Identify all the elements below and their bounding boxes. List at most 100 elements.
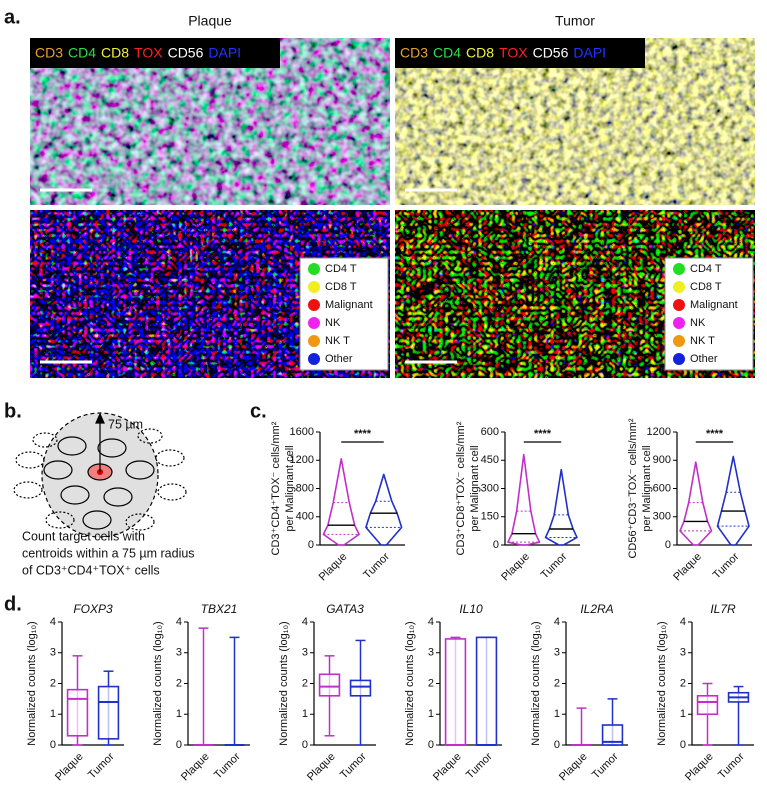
y-tick-label: 4: [302, 616, 308, 628]
legend-swatch: [308, 299, 320, 311]
legend-label: CD8 T: [325, 281, 357, 293]
axis: [691, 622, 754, 746]
y-axis-label: CD56⁺CD3⁻TOX⁻ cells/mm²: [627, 418, 639, 558]
y-tick-label: 1: [176, 708, 182, 720]
legend-swatch: [308, 353, 320, 365]
channel-label: CD3: [400, 45, 428, 61]
y-tick-label: 400: [296, 511, 314, 523]
caption-line: of CD3⁺CD4⁺TOX⁺ cells: [22, 563, 160, 577]
axis: [187, 622, 250, 746]
channel-label: CD4: [68, 45, 96, 61]
y-tick-label: 300: [481, 482, 499, 494]
legend-swatch: [308, 335, 320, 347]
channel-label: CD8: [466, 45, 494, 61]
y-axis-label: Normalized counts (log₁₀): [152, 621, 164, 745]
y-tick-label: 2: [680, 677, 686, 689]
legend-label: CD4 T: [690, 263, 722, 275]
legend-swatch: [673, 281, 685, 293]
axis: [676, 432, 752, 546]
x-tick-label: Plaque: [179, 751, 212, 784]
y-tick-label: 4: [50, 616, 56, 628]
y-tick-label: 2: [554, 677, 560, 689]
y-tick-label: 4: [176, 616, 182, 628]
legend-swatch: [308, 263, 320, 275]
channel-label: CD8: [101, 45, 129, 61]
scale-bars: [40, 188, 457, 364]
column-title: Plaque: [188, 13, 232, 29]
y-tick-label: 1: [554, 708, 560, 720]
y-tick-label: 0: [680, 739, 686, 751]
channel-strip: [30, 38, 280, 68]
box: [601, 724, 624, 746]
legend-label: Other: [325, 353, 353, 365]
significance-label: ****: [706, 428, 724, 440]
legend-label: Malignant: [325, 299, 373, 311]
violin: [507, 453, 541, 546]
legend-label: NK: [690, 317, 706, 329]
chart-title: IL2RA: [580, 602, 613, 616]
y-axis-label: Normalized counts (log₁₀): [26, 621, 38, 745]
y-axis-label: Normalized counts (log₁₀): [278, 621, 290, 745]
y-axis-label: Normalized counts (log₁₀): [404, 621, 416, 745]
y-tick-label: 2: [50, 677, 56, 689]
y-tick-label: 800: [296, 482, 314, 494]
y-tick-label: 4: [680, 616, 686, 628]
box: [444, 638, 467, 746]
y-tick-label: 1: [302, 708, 308, 720]
box: [97, 685, 120, 740]
channel-label: CD3: [35, 45, 63, 61]
y-tick-label: 1: [680, 708, 686, 720]
y-tick-label: 0: [428, 739, 434, 751]
y-tick-label: 0: [665, 539, 671, 551]
x-tick-label: Tumor: [212, 750, 243, 781]
y-tick-label: 0: [302, 739, 308, 751]
panel-label: c.: [250, 400, 267, 422]
box: [349, 679, 372, 697]
channel-label: CD4: [433, 45, 461, 61]
y-tick-label: 1: [428, 708, 434, 720]
y-tick-label: 450: [481, 454, 499, 466]
y-tick-label: 0: [176, 739, 182, 751]
chart-title: TBX21: [201, 602, 238, 616]
y-tick-label: 1: [50, 708, 56, 720]
y-tick-label: 2: [302, 677, 308, 689]
x-tick-label: Tumor: [86, 750, 117, 781]
legend-label: NK T: [690, 335, 715, 347]
x-tick-label: Tumor: [338, 750, 369, 781]
legend-swatch: [673, 299, 685, 311]
axis: [504, 432, 580, 546]
y-tick-label: 3: [50, 647, 56, 659]
column-title: Tumor: [555, 13, 595, 29]
x-tick-label: Tumor: [711, 550, 742, 581]
y-axis-label: Normalized counts (log₁₀): [656, 621, 668, 745]
chart-title: IL7R: [710, 602, 736, 616]
y-tick-label: 4: [554, 616, 560, 628]
panel-label: d.: [4, 593, 22, 615]
y-tick-label: 4: [428, 616, 434, 628]
y-tick-label: 1200: [647, 426, 671, 438]
legend-label: NK T: [325, 335, 350, 347]
violin: [322, 458, 360, 546]
legend-label: CD8 T: [690, 281, 722, 293]
channel-strip: [395, 38, 645, 68]
box: [475, 636, 498, 746]
x-tick-label: Plaque: [53, 751, 86, 784]
y-tick-label: 0: [50, 739, 56, 751]
significance-label: ****: [354, 428, 372, 440]
legend-swatch: [673, 353, 685, 365]
y-axis-label: Normalized counts (log₁₀): [530, 621, 542, 745]
channel-label: DAPI: [208, 45, 241, 61]
legend-swatch: [673, 317, 685, 329]
legend-box: [299, 257, 389, 371]
chart-title: IL10: [459, 602, 483, 616]
x-tick-label: Tumor: [361, 550, 392, 581]
x-tick-label: Plaque: [317, 551, 350, 584]
legend-swatch: [308, 281, 320, 293]
y-axis-label: per Malignant cell: [641, 445, 653, 531]
significance-label: ****: [534, 428, 552, 440]
y-tick-label: 3: [680, 647, 686, 659]
box: [66, 688, 89, 737]
y-tick-label: 600: [653, 482, 671, 494]
x-tick-label: Plaque: [431, 751, 464, 784]
violin: [679, 461, 713, 546]
